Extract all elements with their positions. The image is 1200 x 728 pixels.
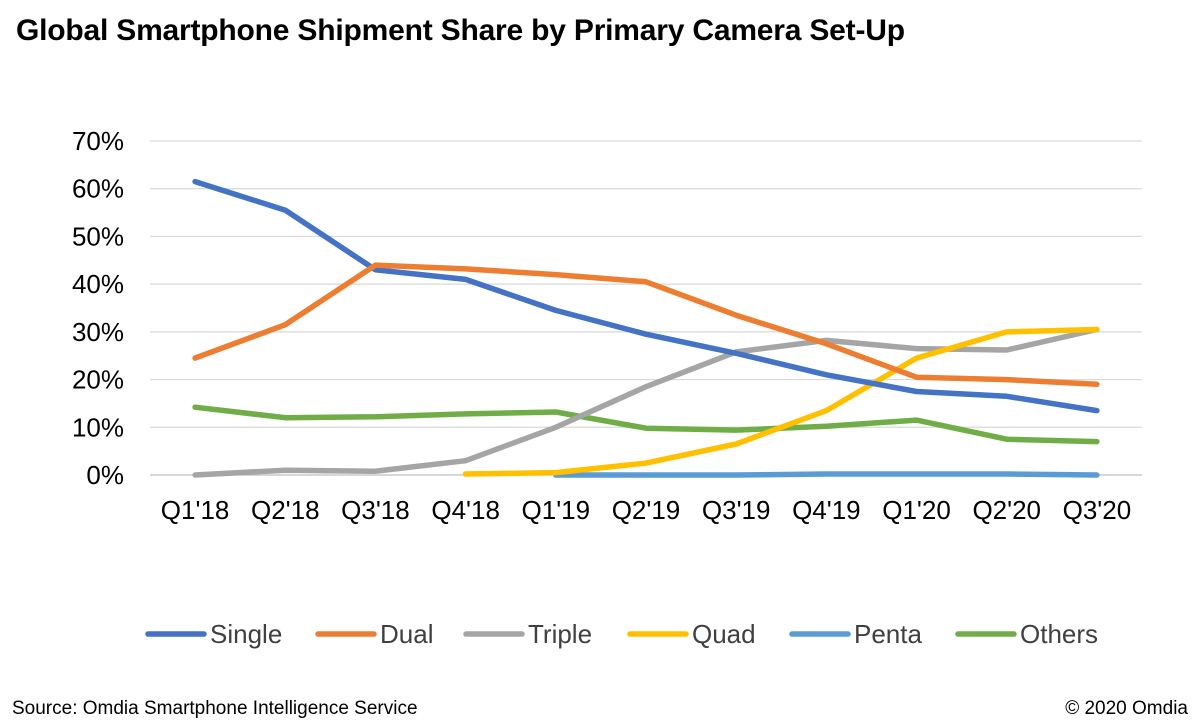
y-tick-label: 30% xyxy=(72,317,124,347)
series-line-single xyxy=(192,178,1100,414)
x-tick-label: Q3'20 xyxy=(1063,495,1132,525)
chart-title: Global Smartphone Shipment Share by Prim… xyxy=(16,14,905,47)
legend-label-penta: Penta xyxy=(854,619,922,649)
x-tick-label: Q4'19 xyxy=(792,495,861,525)
copyright-note: © 2020 Omdia xyxy=(1065,698,1188,719)
y-axis-ticks: 0% 10% 20% 30% 40% 50% 60% 70% xyxy=(72,126,124,490)
y-tick-label: 60% xyxy=(72,174,124,204)
legend-label-others: Others xyxy=(1020,619,1098,649)
y-tick-label: 10% xyxy=(72,412,124,442)
x-tick-label: Q2'18 xyxy=(251,495,320,525)
legend-label-single: Single xyxy=(210,619,282,649)
y-tick-label: 0% xyxy=(86,460,124,490)
legend-label-dual: Dual xyxy=(380,619,433,649)
x-tick-label: Q3'18 xyxy=(341,495,410,525)
series-line-triple xyxy=(192,326,1100,478)
x-tick-label: Q4'18 xyxy=(431,495,500,525)
series-line-quad xyxy=(462,326,1100,477)
y-tick-label: 40% xyxy=(72,269,124,299)
legend: Single Dual Triple Quad Penta Others xyxy=(145,619,1098,649)
source-note: Source: Omdia Smartphone Intelligence Se… xyxy=(12,698,418,719)
legend-label-quad: Quad xyxy=(692,619,756,649)
x-tick-label: Q1'19 xyxy=(522,495,591,525)
legend-label-triple: Triple xyxy=(528,619,592,649)
grid-lines xyxy=(150,140,1142,476)
x-tick-label: Q2'20 xyxy=(972,495,1041,525)
series-line-penta xyxy=(553,471,1100,478)
x-axis-ticks: Q1'18 Q2'18 Q3'18 Q4'18 Q1'19 Q2'19 Q3'19 Q4'19… xyxy=(161,495,1131,525)
x-tick-label: Q1'18 xyxy=(161,495,230,525)
y-tick-label: 70% xyxy=(72,126,124,156)
y-tick-label: 20% xyxy=(72,365,124,395)
series-line-dual xyxy=(192,262,1100,388)
series-lines xyxy=(192,178,1100,478)
x-tick-label: Q1'20 xyxy=(882,495,951,525)
x-tick-label: Q2'19 xyxy=(612,495,681,525)
x-tick-label: Q3'19 xyxy=(702,495,771,525)
y-tick-label: 50% xyxy=(72,221,124,251)
series-line-others xyxy=(192,404,1100,445)
